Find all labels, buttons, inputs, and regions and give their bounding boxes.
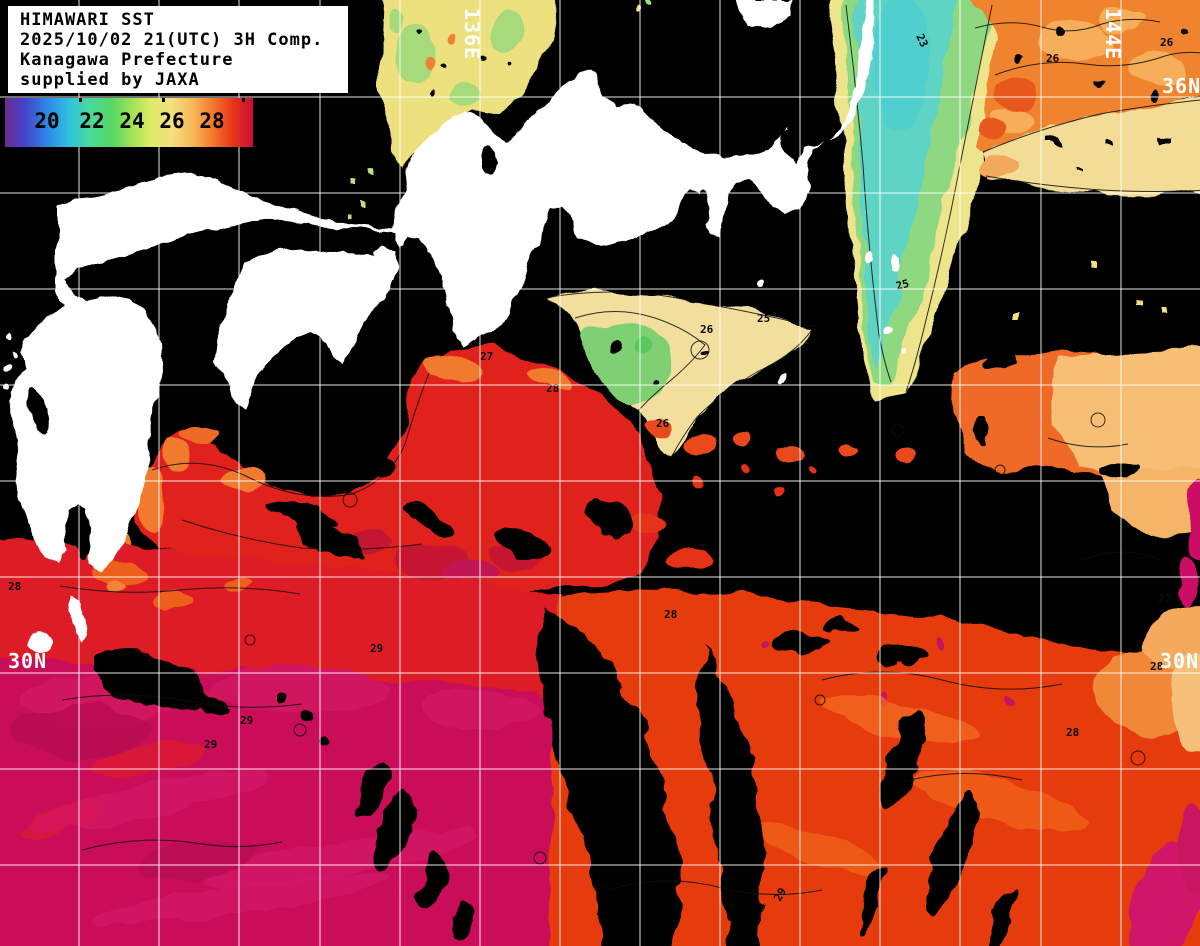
contour-label: 27 <box>480 350 493 363</box>
contour-label: 26 <box>700 323 714 336</box>
lat-label-30n-right: 30N <box>1160 649 1199 673</box>
contour-label: 26 <box>1160 36 1174 49</box>
colorbar-tick-label: 24 <box>119 109 145 133</box>
colorbar-tick-label: 22 <box>79 109 105 133</box>
contour-label: 29 <box>771 886 789 904</box>
contour-label: 26 <box>656 417 670 430</box>
title-box: HIMAWARI SST 2025/10/02 21(UTC) 3H Comp.… <box>8 6 348 93</box>
contour-label: 29 <box>370 642 383 655</box>
contour-label: 28 <box>546 382 559 395</box>
contour-label: 29 <box>204 738 217 751</box>
title-line-datetime: 2025/10/02 21(UTC) 3H Comp. <box>20 30 324 50</box>
contour-label: 28 <box>664 608 677 621</box>
grid-labels: 36N 30N 30N 136E 144E <box>8 8 1200 673</box>
colorbar-tick-mark <box>162 98 165 102</box>
contour-label: 25 <box>757 312 770 325</box>
colorbar-tick-mark <box>242 98 245 102</box>
contour-label: 23 <box>913 32 930 50</box>
cloud-layer <box>91 25 1189 946</box>
title-line-product: HIMAWARI SST <box>20 10 155 30</box>
contour-label: 28 <box>8 580 21 593</box>
lon-label-136e: 136E <box>460 8 484 60</box>
colorbar-tick-label: 28 <box>199 109 225 133</box>
colorbar-tick-label: 26 <box>159 109 185 133</box>
colorbar-tick-label: 20 <box>34 109 60 133</box>
sst-colorbar: 20 22 24 26 28 <box>5 98 253 147</box>
contour-label: 28 <box>1150 660 1163 673</box>
colorbar-tick-mark <box>79 98 82 102</box>
title-line-region: Kanagawa Prefecture <box>20 50 234 70</box>
contour-label: 27 <box>1158 592 1171 605</box>
lat-label-36n: 36N <box>1162 74 1200 98</box>
contour-layer: 26 26 23 25 26 25 27 28 26 28 29 29 28 2… <box>8 4 1200 904</box>
lat-label-30n-left: 30N <box>8 649 47 673</box>
contour-label: 26 <box>1046 52 1060 65</box>
contour-label: 29 <box>240 714 253 727</box>
lon-label-144e: 144E <box>1101 8 1125 60</box>
contour-label: 28 <box>1066 726 1079 739</box>
title-line-credit: supplied by JAXA <box>20 70 200 90</box>
